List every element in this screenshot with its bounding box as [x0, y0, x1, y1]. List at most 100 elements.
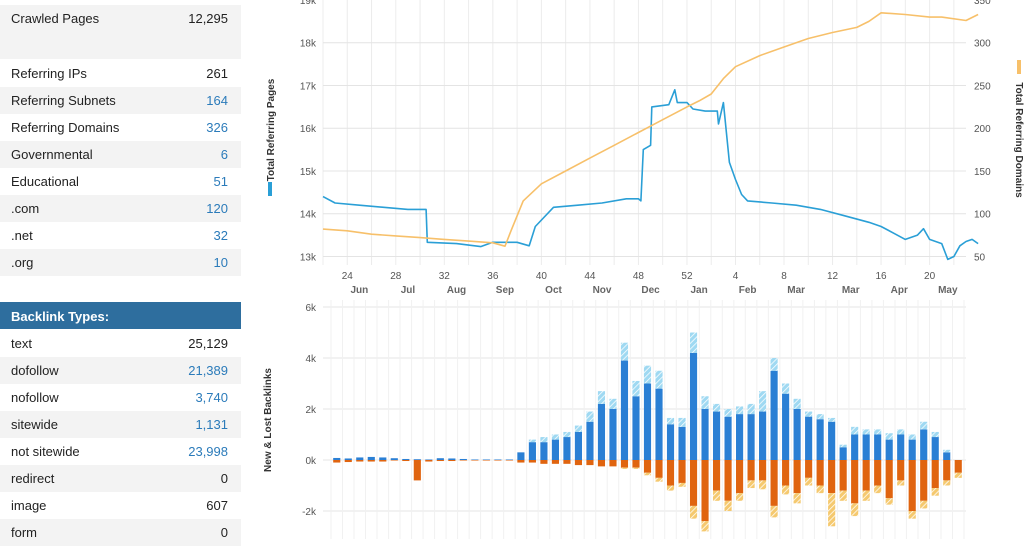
bar-new-extra — [574, 425, 583, 432]
bar-new-extra — [747, 403, 755, 415]
bar-lost — [402, 460, 410, 462]
bar-lost-extra — [701, 521, 709, 532]
x-week-label: 52 — [681, 271, 693, 282]
bar-new-extra — [851, 426, 859, 435]
bar-lost — [517, 460, 525, 463]
stat-value[interactable]: 6 — [220, 147, 228, 162]
bar-new-extra — [805, 411, 813, 417]
bar-new-extra — [759, 391, 767, 412]
stat-label: Educational — [11, 174, 79, 189]
bar-new-extra — [816, 414, 824, 420]
bar-lost — [620, 460, 629, 468]
bar-new — [563, 437, 571, 460]
y2-axis-title: Total Referring Domains — [1013, 82, 1024, 198]
stat-value[interactable]: 120 — [206, 201, 228, 216]
bar-lost-extra — [655, 477, 663, 482]
x-week-label: 20 — [924, 271, 936, 282]
bar-new — [885, 439, 893, 460]
stat-value[interactable]: 10 — [213, 255, 228, 270]
bar-lost — [425, 460, 433, 462]
bar-lost — [643, 460, 652, 473]
stat-value[interactable]: 326 — [206, 120, 228, 135]
bar-lost-extra — [736, 493, 744, 501]
bar-lost — [597, 460, 606, 467]
y-tick-label: 2k — [305, 405, 317, 416]
bar-new — [828, 421, 836, 460]
stat-label: Crawled Pages — [11, 11, 100, 26]
bar-new-extra — [770, 358, 778, 371]
x-month-label: Mar — [787, 285, 805, 296]
bar-new-extra — [897, 429, 905, 435]
bar-new — [390, 458, 398, 460]
bar-lost-extra — [931, 488, 939, 496]
bar-new-extra — [678, 417, 686, 427]
stat-value[interactable]: 32 — [213, 228, 228, 243]
stat-value: 0 — [220, 471, 228, 486]
stat-label: Referring IPs — [11, 66, 87, 81]
stat-row-educational[interactable]: Educational 51 — [0, 168, 241, 195]
bar-lost-extra — [816, 485, 824, 494]
bar-lost — [793, 460, 801, 494]
stat-row-governmental[interactable]: Governmental 6 — [0, 141, 241, 168]
bar-new — [448, 458, 456, 460]
stat-value: 25,129 — [188, 336, 228, 351]
stat-value[interactable]: 1,131 — [195, 417, 228, 432]
stat-value: 607 — [206, 498, 228, 513]
bar-new — [943, 452, 951, 460]
bar-lost — [828, 460, 836, 494]
x-week-label: 32 — [439, 271, 451, 282]
bar-new — [920, 429, 928, 460]
stat-row-nofollow[interactable]: nofollow 3,740 — [0, 384, 241, 411]
stat-row-referring-subnets[interactable]: Referring Subnets 164 — [0, 87, 241, 114]
stat-value[interactable]: 23,998 — [188, 444, 228, 459]
bar-lost — [482, 460, 490, 461]
bar-lost-extra — [666, 485, 675, 491]
bar-new — [574, 431, 583, 460]
stat-row-referring-domains[interactable]: Referring Domains 326 — [0, 114, 241, 141]
bar-new — [643, 383, 652, 460]
bar-lost-extra — [851, 503, 859, 517]
bar-lost-extra — [839, 490, 847, 501]
bar-lost-extra — [712, 490, 721, 501]
bar-new — [678, 426, 686, 460]
bar-new-extra — [908, 434, 916, 440]
stat-label: .com — [11, 201, 40, 216]
stat-row-dofollow[interactable]: dofollow 21,389 — [0, 357, 241, 384]
stat-row-not-sitewide[interactable]: not sitewide 23,998 — [0, 438, 241, 465]
stat-label: image — [11, 498, 47, 513]
bar-lost-extra — [828, 493, 836, 527]
bar-lost-extra — [770, 505, 778, 518]
y-tick-label: 17k — [300, 81, 317, 92]
line-referring-domains — [322, 12, 979, 247]
stat-value[interactable]: 21,389 — [188, 363, 228, 378]
legend-swatch-domains — [1017, 60, 1021, 74]
x-month-label: Sep — [496, 285, 514, 296]
stat-value[interactable]: 3,740 — [195, 390, 228, 405]
bar-new-extra — [551, 434, 559, 440]
bar-new-extra — [528, 439, 536, 443]
stat-row-com[interactable]: .com 120 — [0, 195, 241, 222]
stat-label: Referring Domains — [11, 120, 120, 135]
stat-label: redirect — [11, 471, 55, 486]
stat-label: .org — [11, 255, 34, 270]
bar-new-extra — [828, 417, 836, 422]
bar-lost — [805, 460, 813, 478]
bar-new — [770, 370, 778, 460]
bar-lost — [770, 460, 778, 506]
backlink-types-title: Backlink Types: — [11, 309, 110, 324]
legend-swatch-pages — [268, 182, 272, 196]
bar-lost-extra — [632, 467, 640, 469]
stat-row-sitewide[interactable]: sitewide 1,131 — [0, 411, 241, 438]
stat-value[interactable]: 51 — [213, 174, 228, 189]
bar-new — [494, 459, 502, 460]
bar-new — [747, 414, 755, 460]
bar-new — [425, 459, 433, 460]
stat-row-net[interactable]: .net 32 — [0, 222, 241, 249]
stat-row-org[interactable]: .org 10 — [0, 249, 241, 276]
bar-lost-extra — [782, 485, 790, 495]
stat-value[interactable]: 164 — [206, 93, 228, 108]
y-tick-label: 13k — [300, 252, 317, 263]
bar-lost — [471, 460, 479, 461]
bar-lost — [862, 460, 870, 491]
bar-new — [782, 393, 790, 460]
